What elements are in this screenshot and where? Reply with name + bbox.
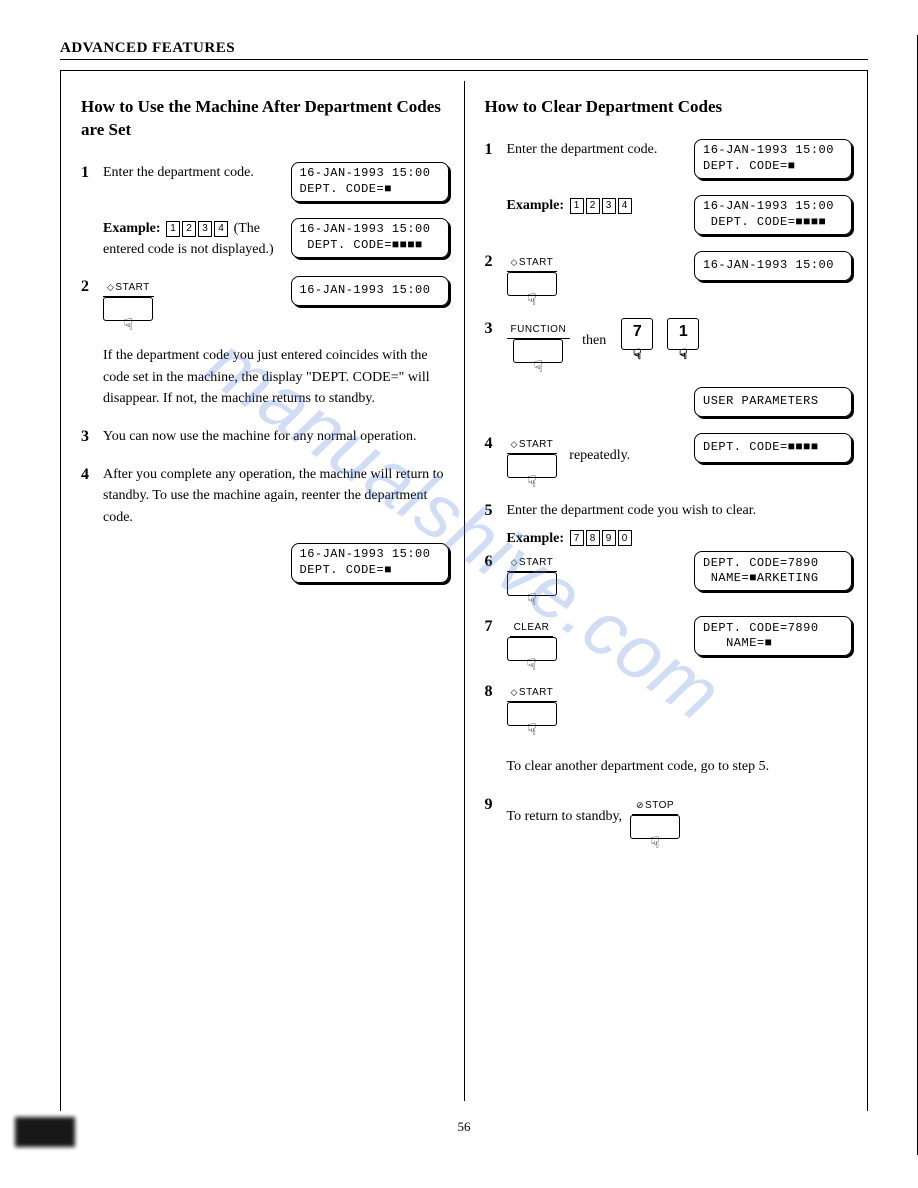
lcd-display: DEPT. CODE=7890 NAME=■ARKETING: [694, 551, 852, 591]
step-text: After you complete any operation, the ma…: [103, 464, 449, 529]
step-number: 3: [485, 318, 507, 338]
step-number: 5: [485, 500, 507, 520]
function-button: FUNCTION ☟: [507, 318, 571, 363]
hand-icon: ☟: [633, 347, 642, 361]
lcd-display: 16-JAN-1993 15:00 DEPT. CODE=■■■■: [291, 218, 449, 258]
step-number: 2: [81, 276, 103, 296]
hand-icon: ☟: [533, 360, 543, 376]
scan-smudge: [15, 1117, 75, 1147]
hand-icon: ☟: [124, 318, 134, 334]
lcd-display: USER PARAMETERS: [694, 387, 852, 417]
hand-icon: ☟: [527, 658, 537, 674]
page-header: ADVANCED FEATURES: [60, 40, 868, 60]
clear-button: CLEAR ☟: [507, 616, 557, 661]
example-digits: 1 2 3 4: [570, 198, 632, 214]
step-number: 4: [81, 464, 103, 484]
lcd-display: 16-JAN-1993 15:00 DEPT. CODE=■■■■: [694, 195, 852, 235]
hand-icon: ☟: [527, 723, 537, 739]
left-column: How to Use the Machine After Department …: [61, 71, 464, 1111]
step-text: To return to standby,: [507, 806, 623, 827]
step-after-text: If the department code you just entered …: [103, 345, 449, 410]
start-button: START ☟: [507, 551, 558, 596]
then-text: then: [582, 330, 606, 351]
step-number: 3: [81, 426, 103, 446]
example-text: Example: 1 2 3 4: [507, 195, 687, 216]
right-section-title: How to Clear Department Codes: [485, 96, 853, 119]
content-frame: manualshive.com How to Use the Machine A…: [60, 70, 868, 1111]
start-button: START ☟: [103, 276, 154, 321]
lcd-display: DEPT. CODE=■■■■: [694, 433, 852, 463]
step-text: Enter the department code.: [507, 139, 687, 160]
example-digits: 1 2 3 4: [166, 221, 228, 237]
lcd-display: 16-JAN-1993 15:00 DEPT. CODE=■: [694, 139, 852, 179]
step-number: 1: [485, 139, 507, 159]
step-text: Enter the department code.: [103, 162, 283, 183]
hand-icon: ☟: [679, 347, 688, 361]
start-button: START ☟: [507, 251, 558, 296]
start-button: START ☟: [507, 681, 558, 726]
example-text: Example: 7 8 9 0: [507, 528, 853, 550]
page-number: 56: [60, 1119, 868, 1135]
lcd-display: 16-JAN-1993 15:00 DEPT. CODE=■: [291, 543, 449, 583]
lcd-display: 16-JAN-1993 15:00 DEPT. CODE=■: [291, 162, 449, 202]
num-key: 1☟: [667, 318, 699, 350]
step-text: Enter the department code you wish to cl…: [507, 500, 853, 522]
step-number: 6: [485, 551, 507, 571]
hand-icon: ☟: [527, 293, 537, 309]
left-section-title: How to Use the Machine After Department …: [81, 96, 449, 142]
step-number: 8: [485, 681, 507, 701]
lcd-display: DEPT. CODE=7890 NAME=■: [694, 616, 852, 656]
lcd-display: 16-JAN-1993 15:00: [291, 276, 449, 306]
step-number: 4: [485, 433, 507, 453]
step-number: 1: [81, 162, 103, 182]
start-button: START ☟: [507, 433, 558, 478]
hand-icon: ☟: [650, 836, 660, 852]
example-text: Example: 1 2 3 4 (The entered code is no…: [103, 218, 283, 260]
stop-button: STOP ☟: [630, 794, 680, 839]
num-key: 7☟: [621, 318, 653, 350]
step-text: You can now use the machine for any norm…: [103, 426, 449, 448]
hand-icon: ☟: [527, 593, 537, 609]
step-number: 2: [485, 251, 507, 271]
step-number: 7: [485, 616, 507, 636]
tail-text: repeatedly.: [569, 445, 630, 466]
example-digits: 7 8 9 0: [570, 530, 632, 546]
step-number: 9: [485, 794, 507, 814]
step-after-text: To clear another department code, go to …: [507, 756, 853, 778]
right-column: How to Clear Department Codes 1 Enter th…: [465, 71, 868, 1111]
lcd-display: 16-JAN-1993 15:00: [694, 251, 852, 281]
hand-icon: ☟: [527, 475, 537, 491]
